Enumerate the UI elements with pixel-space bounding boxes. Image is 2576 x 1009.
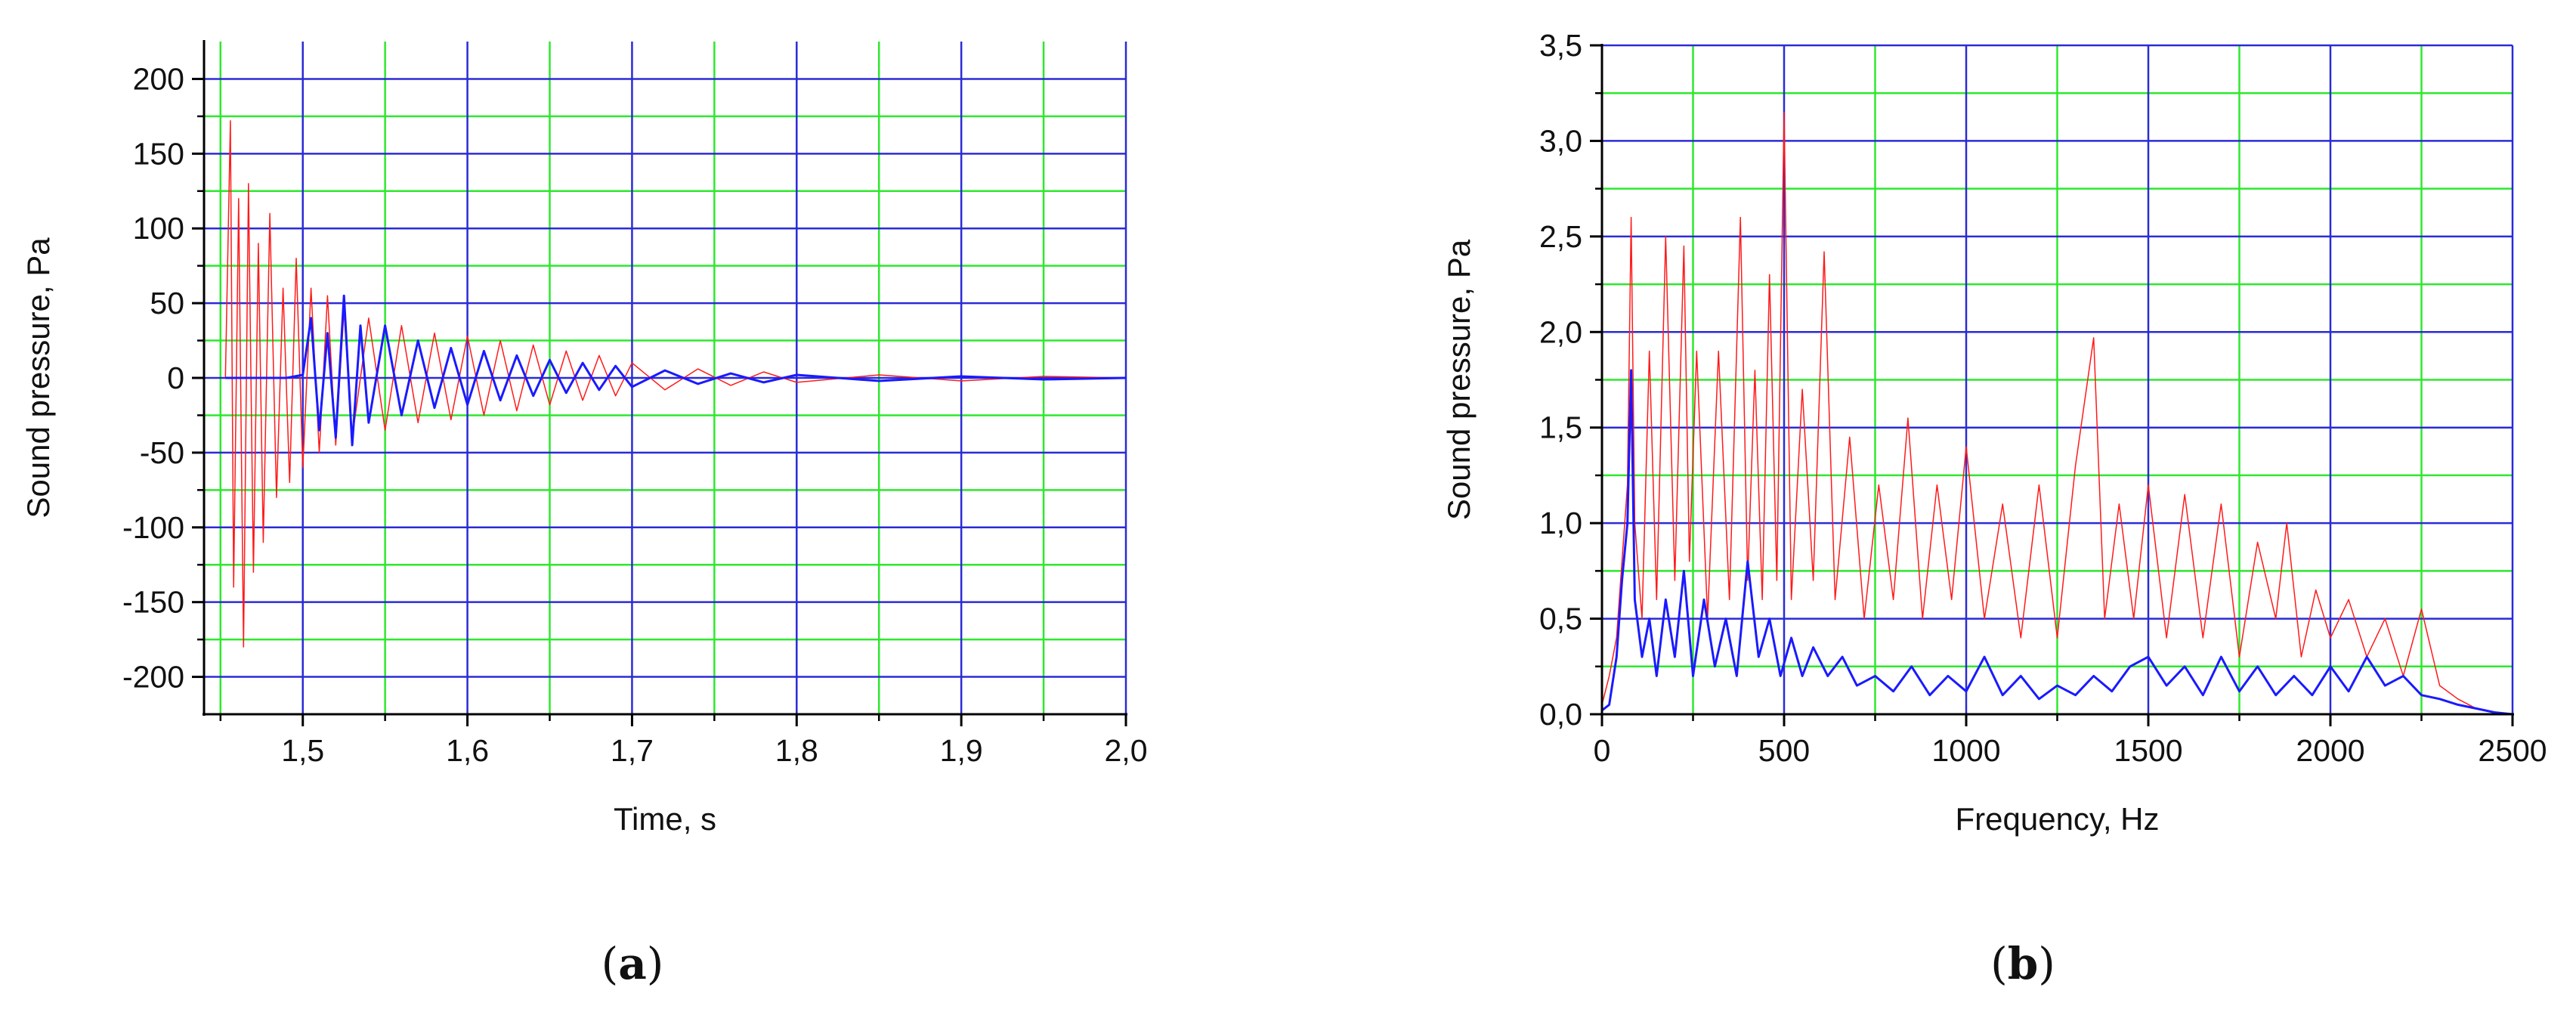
data-series-1 <box>224 120 1127 648</box>
y-tick-label: -100 <box>122 510 184 545</box>
y-tick-label: 2,0 <box>1539 314 1582 349</box>
y-axis-title: Sound pressure, Pa <box>1441 239 1477 520</box>
x-tick-label: 500 <box>1758 733 1810 768</box>
y-tick-label: 150 <box>133 136 184 171</box>
y-tick-label: 200 <box>133 61 184 96</box>
x-tick-label: 1500 <box>2114 733 2182 768</box>
panel-a-label: (a) <box>601 938 664 989</box>
x-tick-label: 2000 <box>2296 733 2364 768</box>
x-tick-label: 2,0 <box>1105 733 1148 768</box>
x-axis-title: Time, s <box>614 801 716 837</box>
x-tick-label: 0 <box>1594 733 1611 768</box>
x-tick-label: 1,7 <box>611 733 654 768</box>
x-tick-label: 1000 <box>1931 733 2000 768</box>
y-tick-label: 100 <box>133 211 184 246</box>
y-tick-label: 0 <box>167 361 184 395</box>
y-tick-label: 3,0 <box>1539 123 1582 158</box>
y-tick-label: 50 <box>150 286 184 320</box>
y-tick-label: 1,5 <box>1539 410 1582 445</box>
y-tick-label: 0,0 <box>1539 697 1582 732</box>
data-series-1 <box>1601 111 2513 715</box>
chart-panel-b: 0 500 1000 1500 2000 2500 0,0 0,5 1,0 1,5 2,0 2,5 3,… <box>1441 28 2547 837</box>
x-axis-title: Frequency, Hz <box>1956 801 2160 837</box>
x-tick-label: 1,5 <box>281 733 324 768</box>
y-tick-label: 2,5 <box>1539 219 1582 254</box>
x-tick-label: 1,8 <box>775 733 818 768</box>
y-tick-label: 1,0 <box>1539 506 1582 540</box>
x-tick-label: 2500 <box>2478 733 2547 768</box>
y-tick-label: -200 <box>122 660 184 695</box>
y-tick-label: 3,5 <box>1539 28 1582 63</box>
y-axis-title: Sound pressure, Pa <box>20 237 56 518</box>
data-series-2 <box>1601 369 2513 716</box>
data-series-2 <box>225 294 1127 447</box>
y-tick-label: 0,5 <box>1539 602 1582 636</box>
chart-panel-a: 1,5 1,6 1,7 1,8 1,9 2,0 -200 -150 -100 -50 0 50 100 1… <box>20 40 1148 837</box>
x-tick-label: 1,6 <box>446 733 489 768</box>
y-tick-label: -50 <box>140 435 184 470</box>
panel-b-label: (b) <box>1990 938 2055 989</box>
y-tick-label: -150 <box>122 585 184 620</box>
x-tick-label: 1,9 <box>940 733 983 768</box>
